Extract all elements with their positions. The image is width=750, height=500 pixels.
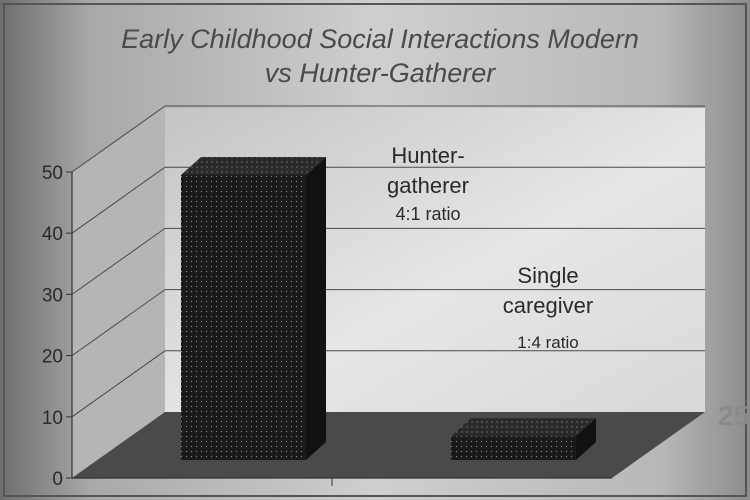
y-tick-label: 40 <box>42 224 63 245</box>
y-ticks: 0 10 20 30 40 50 <box>42 163 333 490</box>
y-tick-label: 0 <box>52 469 63 490</box>
chart-title: Early Childhood Social Interactions Mode… <box>60 22 700 90</box>
chart-floor <box>72 412 705 478</box>
annotation-line: Single <box>517 263 578 288</box>
annotation-line: 4:1 ratio <box>395 204 460 224</box>
bar-front <box>451 436 576 460</box>
bar-2 <box>451 418 596 460</box>
bar-1 <box>181 157 326 460</box>
y-tick-label: 50 <box>42 163 63 184</box>
gridline-side <box>71 227 166 295</box>
bar-side <box>306 157 326 460</box>
annotation-line: caregiver <box>503 293 593 318</box>
title-line-1: Early Childhood Social Interactions Mode… <box>121 24 639 54</box>
title-line-2: vs Hunter-Gatherer <box>264 58 496 88</box>
bars <box>181 157 596 460</box>
gridline-side <box>71 105 166 173</box>
annotation-1: Hunter-gatherer 4:1 ratio <box>387 143 469 224</box>
annotations: Hunter-gatherer 4:1 ratio Single caregiver 1… <box>387 143 593 352</box>
gridline-side <box>71 289 166 357</box>
annotation-2: Single caregiver 1:4 ratio <box>503 263 593 352</box>
y-tick-label: 20 <box>42 347 63 368</box>
gridline-side <box>71 166 166 234</box>
y-tick-label: 30 <box>42 285 63 306</box>
watermark-text: 25 <box>718 400 749 431</box>
annotation-line: 1:4 ratio <box>517 333 578 352</box>
annotation-line: gatherer <box>387 173 469 198</box>
bar-top <box>181 157 326 175</box>
gridline-side <box>71 350 166 418</box>
annotation-line: Hunter- <box>391 143 464 168</box>
bar-side <box>576 418 596 460</box>
frame <box>3 3 747 497</box>
bar-front <box>181 175 306 460</box>
side-wall <box>72 108 165 478</box>
y-tick-label: 10 <box>42 408 63 429</box>
bar-top <box>451 418 596 437</box>
